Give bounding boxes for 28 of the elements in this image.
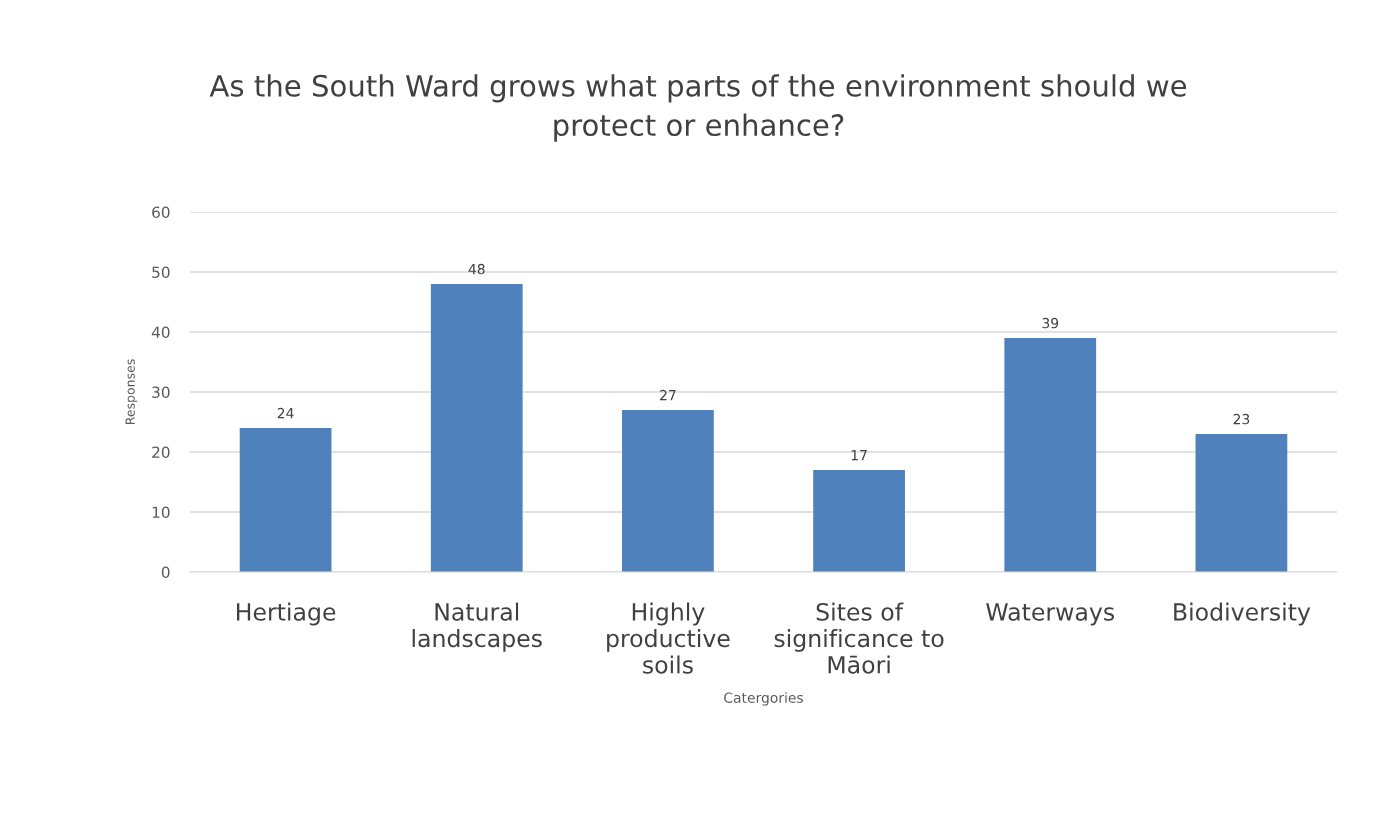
bar bbox=[239, 428, 332, 572]
data-label: 39 bbox=[1042, 317, 1059, 329]
x-tick-label: Highly productive soils bbox=[607, 602, 730, 674]
y-tick-label: 60 bbox=[152, 206, 170, 219]
y-axis-title: Responses bbox=[125, 359, 138, 425]
bar bbox=[1195, 434, 1288, 572]
x-tick-label: Hertiage bbox=[237, 602, 336, 626]
y-tick-label: 0 bbox=[161, 566, 170, 579]
data-label: 23 bbox=[1233, 413, 1250, 425]
data-label: 17 bbox=[851, 450, 867, 461]
bar bbox=[622, 410, 714, 572]
x-tick-label: Waterways bbox=[986, 603, 1115, 626]
data-label: 48 bbox=[468, 263, 485, 275]
y-tick-label: 20 bbox=[152, 446, 170, 459]
data-label: 24 bbox=[277, 407, 294, 419]
bar bbox=[430, 284, 523, 572]
x-axis-title: Catergories bbox=[724, 692, 803, 706]
chart-title: As the South Ward grows what parts of the environment should we protect or enhance? bbox=[209, 74, 1187, 142]
x-tick-label: Sites of significance to Māori bbox=[774, 602, 944, 674]
x-tick-label: Natural landscapes bbox=[412, 602, 542, 652]
y-tick-label: 50 bbox=[152, 266, 170, 279]
x-tick-label: Biodiversity bbox=[1174, 602, 1311, 626]
bar bbox=[1004, 338, 1097, 572]
y-tick-label: 10 bbox=[152, 506, 170, 519]
data-label: 27 bbox=[660, 389, 676, 401]
bar bbox=[813, 470, 905, 572]
y-tick-label: 30 bbox=[152, 386, 170, 399]
y-tick-label: 40 bbox=[151, 326, 170, 339]
